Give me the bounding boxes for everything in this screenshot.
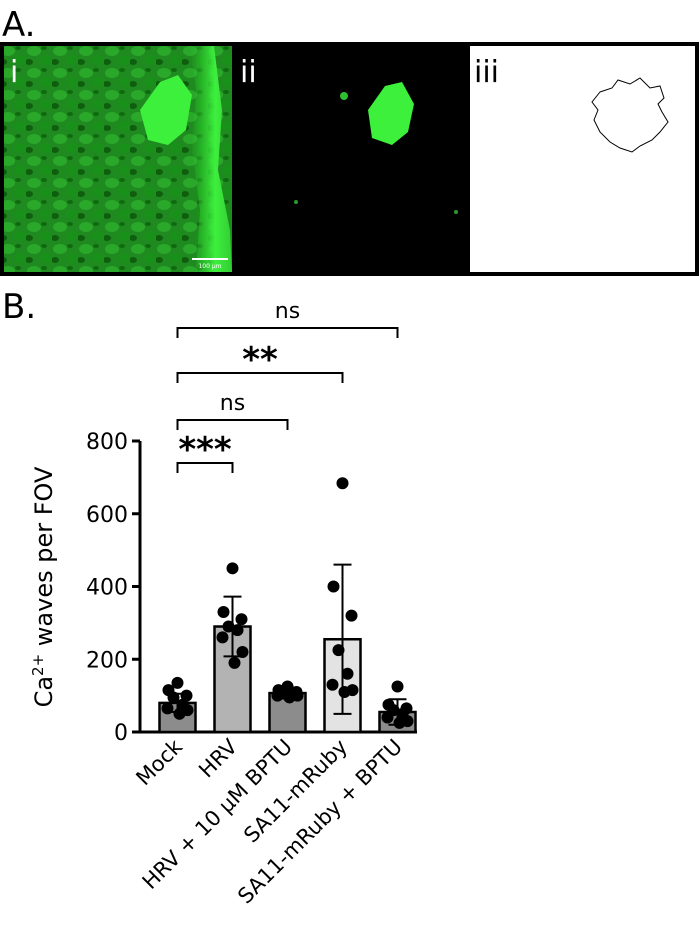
y-axis-label-part: waves per FOV xyxy=(30,466,58,654)
data-point xyxy=(283,691,296,704)
data-point xyxy=(391,680,404,693)
data-point xyxy=(338,685,351,698)
y-tick-label: 200 xyxy=(86,648,128,673)
subpanel-label: i xyxy=(10,55,18,90)
data-point xyxy=(226,562,239,575)
scale-bar-label: 100 µm xyxy=(198,263,221,270)
image-feature xyxy=(140,75,192,145)
data-point xyxy=(217,605,230,618)
data-point xyxy=(271,689,284,702)
data-point xyxy=(161,702,174,715)
y-axis-label-part: 2+ xyxy=(29,654,47,676)
panel-label: A. xyxy=(2,5,35,45)
subpanel-label: ii xyxy=(240,55,257,90)
data-point xyxy=(222,620,235,633)
data-point xyxy=(180,689,193,702)
data-point xyxy=(216,631,229,644)
image-panel xyxy=(236,46,466,272)
y-tick-label: 0 xyxy=(114,721,128,746)
image-feature xyxy=(294,200,298,204)
data-point xyxy=(228,656,241,669)
significance-label: *** xyxy=(178,430,232,470)
y-tick-label: 400 xyxy=(86,576,128,601)
cell-outline xyxy=(591,77,669,153)
data-point xyxy=(326,678,339,691)
significance-label: ns xyxy=(220,391,245,416)
data-point xyxy=(393,716,406,729)
subpanel-label: iii xyxy=(474,55,499,90)
y-tick-label: 800 xyxy=(86,430,128,455)
significance-bracket xyxy=(176,327,399,338)
data-point xyxy=(236,645,249,658)
data-point xyxy=(167,691,180,704)
data-point xyxy=(336,477,349,490)
significance-label: ns xyxy=(275,299,300,324)
data-point xyxy=(381,711,394,724)
significance-bracket xyxy=(176,372,344,383)
image-panel xyxy=(470,46,695,272)
significance-bracket xyxy=(176,462,234,473)
y-tick-label: 600 xyxy=(86,503,128,528)
data-point xyxy=(332,644,345,657)
data-point xyxy=(231,624,244,637)
x-tick-label: Mock xyxy=(131,734,187,790)
data-point xyxy=(327,580,340,593)
x-tick-label: HRV xyxy=(194,734,242,782)
significance-label: ** xyxy=(242,340,278,380)
image-feature xyxy=(368,82,414,145)
image-feature xyxy=(340,92,348,100)
data-point xyxy=(341,667,354,680)
y-axis-label: Ca2+ waves per FOV xyxy=(29,466,58,707)
panel-label: B. xyxy=(2,287,36,327)
y-axis-label-part: Ca xyxy=(30,676,58,707)
image-feature xyxy=(454,210,458,214)
data-point xyxy=(173,707,186,720)
data-point xyxy=(345,609,358,622)
image-feature xyxy=(190,46,232,272)
significance-bracket xyxy=(176,419,289,430)
data-point xyxy=(235,613,248,626)
data-point xyxy=(171,676,184,689)
